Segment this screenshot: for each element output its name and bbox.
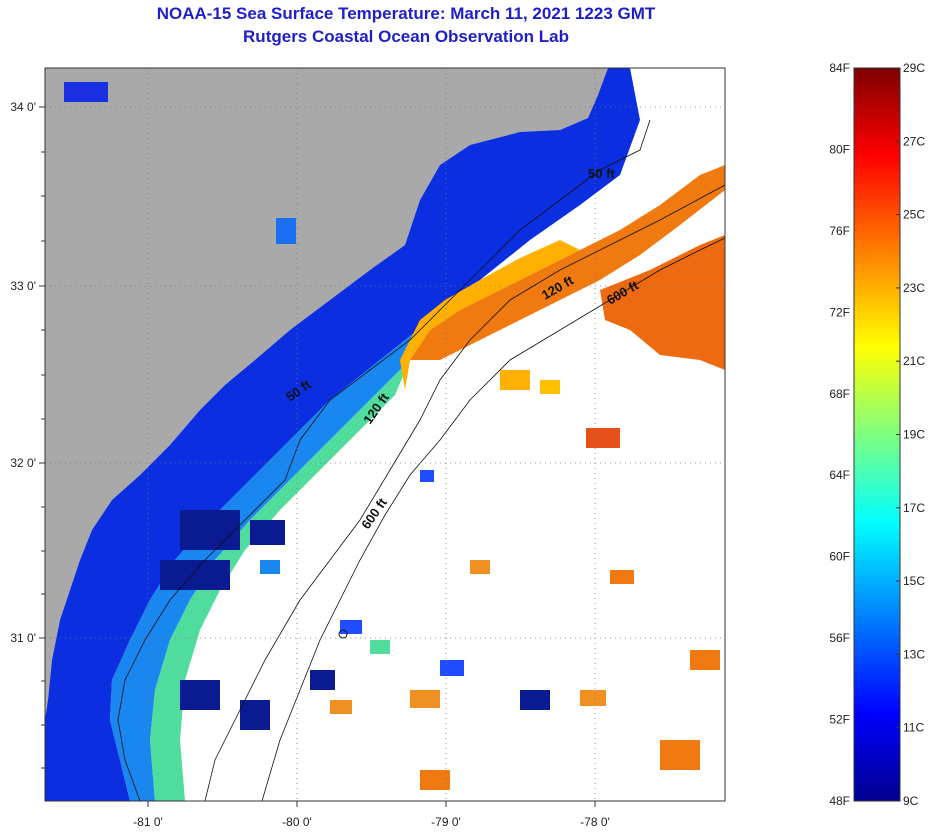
contour-600ft <box>261 237 725 801</box>
colorbar-f-label: 52F <box>829 713 850 727</box>
scattered-pixels <box>64 82 720 790</box>
lat-label-34: 34 0' <box>10 100 36 114</box>
gulf-stream <box>410 165 725 360</box>
colorbar-f-label: 68F <box>829 387 850 401</box>
buoy-marker <box>338 629 348 639</box>
colorbar-c-label: 13C <box>903 647 925 661</box>
warm-offshore-eddy <box>600 235 725 370</box>
nearshore-cold-water <box>45 68 640 801</box>
chart-subtitle: Rutgers Coastal Ocean Observation Lab <box>243 27 569 46</box>
map-frame <box>44 67 726 802</box>
lon-label-80: -80 0' <box>282 815 312 829</box>
lat-label-31: 31 0' <box>10 631 36 645</box>
colorbar-c-label: 25C <box>903 208 925 222</box>
colorbar-f-label: 76F <box>829 224 850 238</box>
lon-label-79: -79 0' <box>431 815 461 829</box>
colorbar-f-label: 72F <box>829 305 850 319</box>
depth-contours <box>117 119 725 801</box>
colorbar-c-label: 15C <box>903 574 925 588</box>
colorbar-c-label: 27C <box>903 134 925 148</box>
graticule <box>45 68 725 801</box>
lat-label-32: 32 0' <box>10 456 36 470</box>
colorbar-c-label: 19C <box>903 428 925 442</box>
colorbar-f-label: 60F <box>829 550 850 564</box>
contour-label-50ft-north: 50 ft <box>588 166 615 181</box>
colorbar-c-label: 21C <box>903 354 925 368</box>
lat-label-33: 33 0' <box>10 279 36 293</box>
contour-120ft <box>204 184 725 801</box>
colorbar-c-label: 29C <box>903 61 925 75</box>
colorbar-f-label: 48F <box>829 794 850 808</box>
map-area: 50 ft 120 ft 600 ft 50 ft 120 ft 600 ft <box>45 68 725 801</box>
frame-ticks <box>39 106 596 807</box>
chart-title: NOAA-15 Sea Surface Temperature: March 1… <box>156 4 656 23</box>
shelf-water <box>110 320 430 801</box>
colorbar-c-label: 17C <box>903 501 925 515</box>
colorbar-fahrenheit-scale: 84F 80F 76F 72F 68F 64F 60F 56F 52F 48F <box>829 61 850 808</box>
colorbar-f-label: 84F <box>829 61 850 75</box>
colorbar-c-label: 23C <box>903 281 925 295</box>
colorbar-f-label: 56F <box>829 631 850 645</box>
colorbar-c-label: 11C <box>903 721 924 735</box>
colorbar <box>853 67 901 802</box>
transition-water <box>150 360 410 801</box>
land-mass <box>45 68 608 720</box>
colorbar-celsius-scale: 29C 27C 25C 23C 21C 19C 17C 15C 13C 11C 9C <box>896 61 925 808</box>
lon-label-81: -81 0' <box>133 815 163 829</box>
gulf-stream-edge <box>400 240 580 390</box>
colorbar-c-label: 9C <box>903 794 919 808</box>
lon-label-78: -78 0' <box>580 815 610 829</box>
colorbar-f-label: 80F <box>829 142 850 156</box>
colorbar-f-label: 64F <box>829 468 850 482</box>
contour-50ft <box>117 119 651 801</box>
